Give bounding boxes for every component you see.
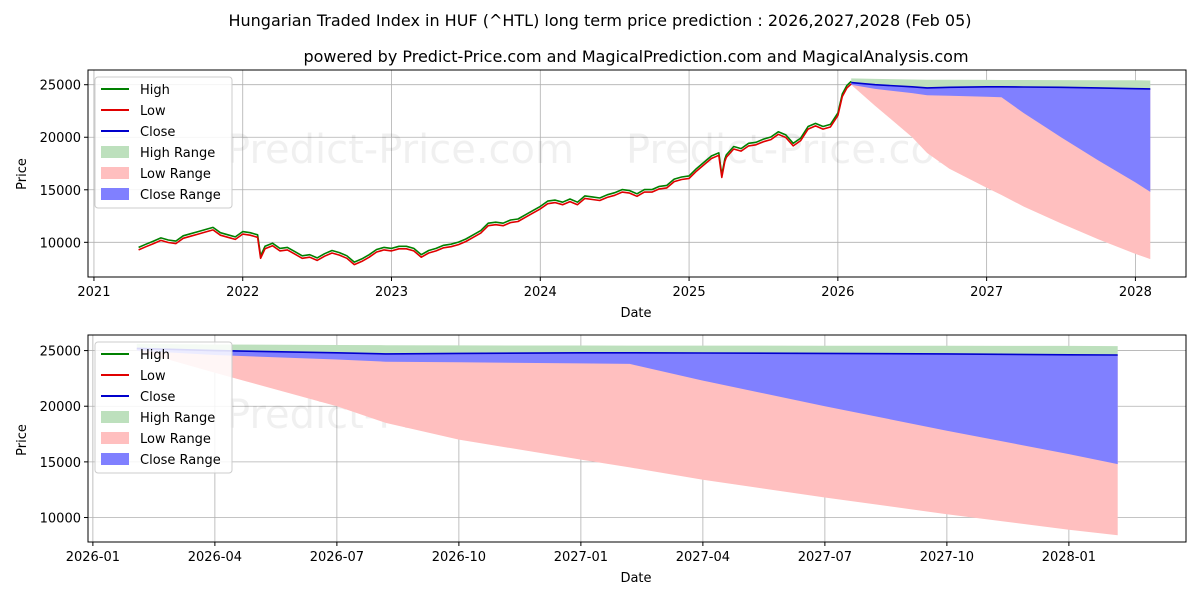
full-legend-low-range-swatch [101, 167, 129, 179]
full-history-panel: Predict-Price.com Predict-Price.com Predic… [15, 69, 1187, 323]
full-plot-frame [87, 69, 1187, 278]
full-ylabel: Price [15, 158, 30, 190]
zoom-forecast-close-line [136, 347, 1118, 356]
full-legend-high-label: High [140, 83, 170, 98]
zoom-legend-close-label: Close [140, 390, 175, 405]
full-legend-low-range-label: Low Range [140, 167, 211, 182]
zoom-x-tick-label: 2026-04 [188, 550, 242, 565]
full-legend-low-label: Low [140, 104, 166, 119]
full-xlabel: Date [620, 306, 651, 321]
zoom-legend-high-label: High [140, 348, 170, 363]
zoom-legend-low-range-swatch [101, 432, 129, 444]
zoom-x-tick-label: 2026-10 [432, 550, 486, 565]
zoom-x-tick-label: 2027-04 [676, 550, 730, 565]
full-x-tick-label: 2026 [821, 285, 854, 300]
zoom-x-tick-label: 2026-01 [66, 550, 120, 565]
zoom-legend-close-range-label: Close Range [140, 453, 221, 468]
history-low-line [138, 83, 852, 266]
full-legend-high-range-swatch [101, 146, 129, 158]
chart-subtitle: powered by Predict-Price.com and Magical… [303, 47, 968, 66]
zoom-ylabel: Price [15, 424, 30, 456]
zoom-x-tick-label: 2027-01 [554, 550, 608, 565]
chart-title: Hungarian Traded Index in HUF (^HTL) lon… [228, 11, 971, 30]
full-legend-high-range-label: High Range [140, 146, 215, 161]
zoom-legend-close-range-swatch [101, 453, 129, 465]
full-close-range-band [851, 82, 1151, 192]
zoom-y-tick-label: 15000 [40, 456, 81, 471]
full-legend: High Low Close High Range Low Range Close Ran… [94, 76, 233, 209]
full-legend-box [94, 76, 233, 209]
zoom-close-range-band [136, 348, 1118, 465]
zoom-y-tick-label: 20000 [40, 400, 81, 415]
zoom-watermark: Predict-Price.com [226, 542, 574, 588]
full-x-tick-label: 2028 [1119, 285, 1152, 300]
zoom-x-tick-label: 2027-07 [798, 550, 852, 565]
full-y-tick-label: 15000 [40, 184, 81, 199]
zoom-legend-low-range-label: Low Range [140, 432, 211, 447]
zoom-x-tick-label: 2028-01 [1042, 550, 1096, 565]
full-y-tick-label: 20000 [40, 131, 81, 146]
full-x-tick-label: 2027 [970, 285, 1003, 300]
full-x-tick-label: 2023 [375, 285, 408, 300]
full-x-tick-label: 2025 [673, 285, 706, 300]
zoom-watermark: Predict-Price.com [626, 542, 974, 588]
zoom-y-tick-label: 10000 [40, 512, 81, 527]
full-high-range-band [851, 78, 1151, 89]
full-watermark: Predict-Price.com [626, 277, 974, 323]
full-legend-close-range-swatch [101, 188, 129, 200]
zoom-x-tick-label: 2026-07 [310, 550, 364, 565]
full-watermark: Predict-Price.com [226, 277, 574, 323]
full-x-tick-label: 2024 [524, 285, 557, 300]
zoom-x-tick-label: 2027-10 [920, 550, 974, 565]
zoom-plot-frame [87, 334, 1187, 543]
full-legend-close-range-label: Close Range [140, 188, 221, 203]
forecast-zoom-panel: Predict-Price.comPredict-Price.comPredic… [15, 334, 1187, 588]
zoom-legend-low-label: Low [140, 369, 166, 384]
zoom-legend-high-range-swatch [101, 411, 129, 423]
zoom-high-range-band [136, 343, 1118, 355]
full-y-tick-label: 25000 [40, 79, 81, 94]
full-y-tick-label: 10000 [40, 236, 81, 251]
zoom-xlabel: Date [620, 571, 651, 586]
zoom-legend-box [94, 341, 233, 474]
full-watermark: Predict-Price.com [226, 127, 574, 173]
full-forecast-close-line [851, 81, 1151, 90]
zoom-legend: High Low Close High Range Low Range Close Ran… [94, 341, 233, 474]
zoom-legend-high-range-label: High Range [140, 411, 215, 426]
full-x-tick-label: 2021 [77, 285, 110, 300]
full-x-tick-label: 2022 [226, 285, 259, 300]
zoom-y-tick-label: 25000 [40, 345, 81, 360]
full-legend-close-label: Close [140, 125, 175, 140]
